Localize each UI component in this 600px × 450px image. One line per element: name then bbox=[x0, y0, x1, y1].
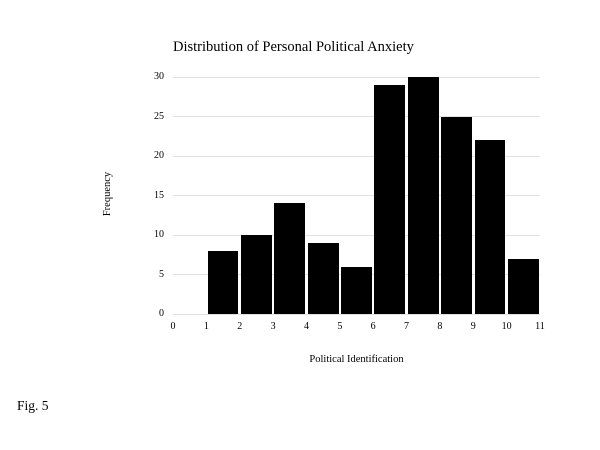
x-tick-label: 1 bbox=[203, 321, 209, 332]
gridline bbox=[173, 76, 540, 78]
gridline bbox=[173, 155, 540, 157]
y-tick-label: 30 bbox=[154, 71, 164, 82]
x-tick-label: 10 bbox=[501, 321, 512, 332]
x-tick-label: 7 bbox=[404, 321, 410, 332]
x-tick-label: 0 bbox=[170, 321, 176, 332]
y-tick-label: 20 bbox=[154, 150, 164, 161]
y-tick-label: 0 bbox=[159, 308, 164, 319]
x-tick-label: 3 bbox=[270, 321, 276, 332]
x-tick-label: 8 bbox=[437, 321, 443, 332]
y-tick-label: 10 bbox=[154, 229, 164, 240]
y-tick-label: 15 bbox=[154, 189, 164, 201]
chart-title: Distribution of Personal Political Anxie… bbox=[173, 39, 414, 55]
histogram-bar bbox=[474, 140, 506, 314]
x-tick-label: 4 bbox=[303, 321, 309, 332]
histogram-bar bbox=[307, 242, 339, 314]
x-tick-label: 9 bbox=[470, 321, 476, 332]
gridline bbox=[173, 116, 540, 117]
histogram-bar bbox=[341, 266, 372, 314]
figure-caption: Fig. 5 bbox=[17, 398, 49, 413]
histogram-bar bbox=[274, 203, 306, 314]
y-axis-label: Frequency bbox=[102, 171, 113, 217]
y-tick-label: 5 bbox=[159, 268, 164, 280]
histogram-bar bbox=[241, 235, 272, 314]
gridline bbox=[173, 313, 540, 315]
y-tick-label: 25 bbox=[154, 110, 164, 122]
x-tick-label: 5 bbox=[337, 321, 343, 332]
histogram-bar bbox=[407, 77, 439, 314]
x-tick-label: 2 bbox=[237, 321, 243, 332]
x-axis-label: Political Identification bbox=[309, 354, 404, 365]
gridline bbox=[173, 234, 540, 236]
plot-area bbox=[173, 76, 540, 315]
histogram-bar bbox=[507, 258, 539, 314]
x-tick-label: 6 bbox=[370, 321, 376, 332]
histogram-bar bbox=[374, 84, 406, 314]
histogram-bar bbox=[441, 116, 472, 314]
x-tick-label: 11 bbox=[535, 321, 545, 332]
histogram-bar bbox=[207, 250, 239, 314]
gridline bbox=[173, 195, 540, 196]
